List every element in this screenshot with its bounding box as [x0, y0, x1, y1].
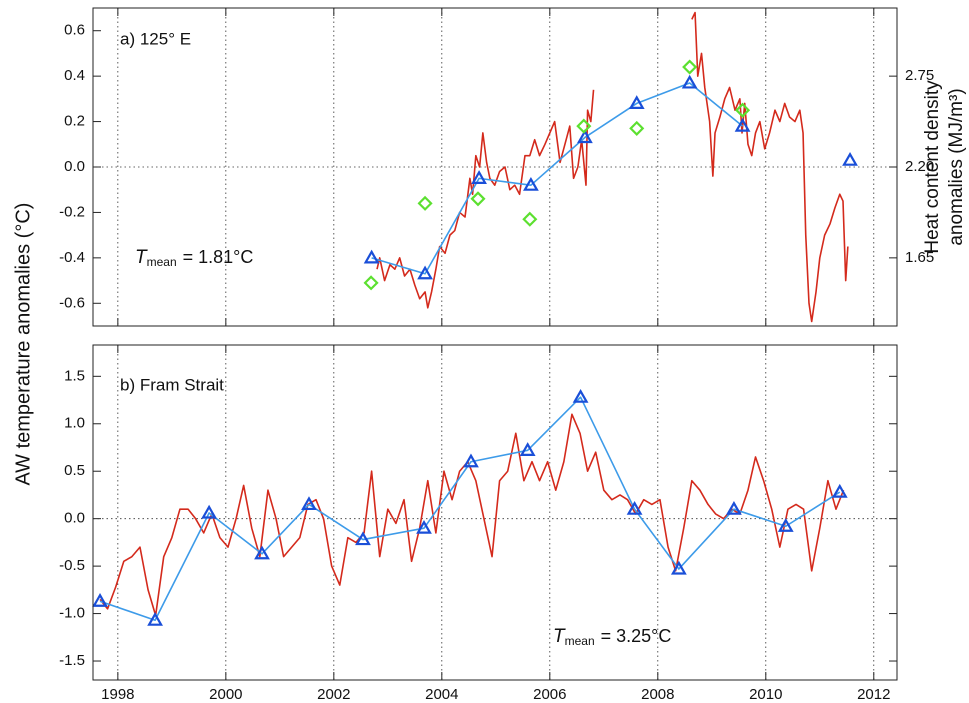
annotation-text: = 3.25°C [601, 626, 672, 646]
y-tick-label: 1.0 [64, 415, 85, 432]
diamond-marker [629, 120, 645, 136]
triangle-marker [355, 531, 371, 546]
panel-title: b) Fram Strait [120, 375, 224, 394]
annotation-subscript: mean [565, 634, 595, 648]
annotation-symbol: T [553, 626, 566, 647]
triangle-marker [147, 611, 163, 626]
plot-frame [92, 344, 898, 681]
triangle-marker [92, 593, 108, 607]
diamond-marker [417, 195, 433, 211]
triangle-marker [417, 265, 433, 280]
x-tick-label: 2012 [857, 686, 890, 703]
annotation: Tmean = 1.81°C [135, 247, 253, 269]
y-tick-label: -0.2 [59, 203, 85, 220]
series-line [372, 83, 850, 274]
x-tick-label: 1998 [101, 686, 134, 703]
y-tick-label: 0.4 [64, 67, 85, 84]
diamond-marker [522, 211, 538, 227]
y-tick-label: 1.5 [64, 367, 85, 384]
y-tick-label: -0.4 [59, 249, 85, 266]
triangle-marker [670, 560, 687, 575]
triangle-marker [471, 170, 487, 184]
triangle-marker [777, 518, 794, 532]
y-tick-label: -0.6 [59, 294, 85, 311]
diamond-marker [682, 59, 698, 75]
series-group [99, 396, 845, 622]
x-tick-label: 2006 [533, 686, 566, 703]
series-line [99, 413, 845, 617]
y2-axis-label: anomalies (MJ/m³) [946, 88, 967, 245]
diamond-marker [576, 118, 592, 134]
y-tick-label: -1.0 [59, 605, 85, 622]
series-line [99, 396, 841, 622]
triangle-marker [831, 483, 848, 498]
y-axis-label: AW temperature anomalies (°C) [12, 203, 34, 486]
triangle-marker [523, 176, 539, 191]
y2-tick-label: 2.20 [905, 158, 934, 175]
x-tick-label: 2010 [749, 686, 782, 703]
triangle-marker [254, 545, 270, 560]
triangle-marker [301, 496, 317, 511]
y2-tick-label: 2.75 [905, 67, 934, 84]
series-group [372, 11, 850, 323]
triangle-marker [628, 95, 645, 110]
triangle-marker [416, 519, 432, 534]
y-tick-label: 0.0 [64, 158, 85, 175]
triangle-marker [577, 129, 593, 144]
x-tick-label: 2008 [641, 686, 674, 703]
y-tick-label: -1.5 [59, 652, 85, 669]
panel-title: a) 125° E [120, 29, 191, 48]
y2-axis-label: Heat content density [922, 80, 943, 254]
annotation-subscript: mean [147, 255, 177, 269]
panel: 1998 2000 2002 2004 2006 2008 2010 2012 -1.5 -1.0… [59, 344, 898, 703]
triangle-marker [201, 504, 217, 519]
y-tick-label: 0.0 [64, 510, 85, 527]
y2-tick-label: 1.65 [905, 249, 934, 266]
triangle-marker [572, 388, 589, 403]
diamond-marker [363, 275, 379, 291]
plot-frame [92, 7, 898, 327]
triangle-marker [681, 74, 698, 89]
annotation-symbol: T [135, 247, 148, 268]
triangle-marker [726, 500, 742, 515]
triangle-marker [842, 151, 858, 166]
y-tick-label: 0.5 [64, 462, 85, 479]
diamond-marker [470, 191, 486, 207]
annotation: Tmean = 3.25°C [553, 626, 671, 648]
y-tick-label: -0.5 [59, 557, 85, 574]
triangle-marker [626, 500, 643, 515]
triangle-marker [363, 249, 380, 264]
triangle-marker [734, 117, 751, 132]
x-tick-label: 2004 [425, 686, 458, 703]
x-tick-label: 2000 [209, 686, 242, 703]
triangle-marker [463, 453, 479, 468]
x-tick-label: 2002 [317, 686, 350, 703]
y-tick-label: 0.6 [64, 22, 85, 39]
y-tick-label: 0.2 [64, 113, 85, 130]
panel: -0.6 -0.4 -0.2 0.0 0.2 0.4 0.6 1.65 2.20 2.75 a) 1… [12, 7, 967, 486]
annotation-text: = 1.81°C [183, 247, 254, 267]
diamond-marker [735, 102, 751, 118]
triangle-marker [519, 442, 536, 456]
series-line [376, 11, 849, 323]
